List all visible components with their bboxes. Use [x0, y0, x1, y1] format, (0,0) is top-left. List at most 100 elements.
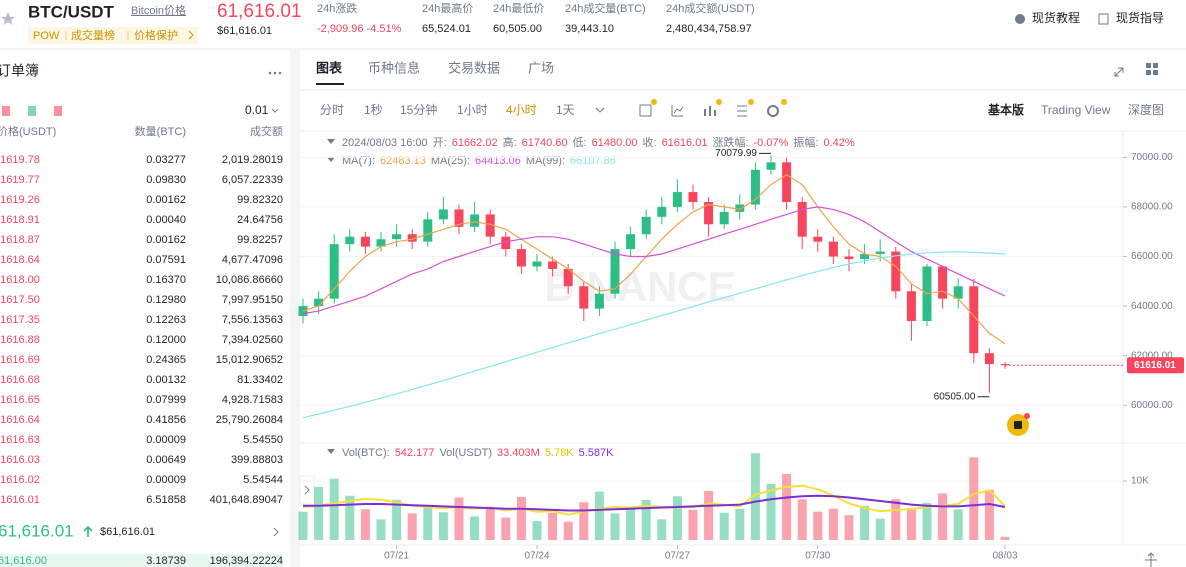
- ask-total: 25,790.26084: [216, 414, 283, 426]
- candle-body: [594, 293, 604, 309]
- precision[interactable]: 0.01: [245, 103, 269, 117]
- square: [1153, 70, 1158, 75]
- volume-bar: [470, 516, 480, 540]
- interval[interactable]: 1秒: [364, 103, 383, 117]
- ask-amount: 0.12000: [146, 334, 186, 346]
- more-menu[interactable]: [268, 71, 282, 75]
- view-bids-icon[interactable]: [28, 106, 36, 116]
- candle-body: [360, 236, 370, 247]
- volume-bar: [688, 509, 698, 540]
- volume-bar: [813, 511, 823, 540]
- fullscreen-icon[interactable]: [1114, 67, 1124, 78]
- x-tick-label: 07/30: [805, 551, 830, 562]
- ask-total: 7,394.02560: [222, 334, 283, 346]
- guide-icon[interactable]: [1098, 13, 1109, 25]
- volume-ma-line: [303, 494, 1006, 512]
- ask-amount: 0.00040: [146, 214, 186, 226]
- ask-price: 61616.63: [0, 434, 40, 446]
- view-option[interactable]: 深度图: [1128, 102, 1164, 117]
- more-chevron[interactable]: [273, 527, 279, 537]
- ma-legend-name: MA(7):: [342, 155, 375, 167]
- tool-icon[interactable]: [671, 105, 684, 117]
- precision-dropdown[interactable]: [271, 108, 279, 113]
- header-link[interactable]: 现货指导: [1116, 10, 1164, 25]
- header-link[interactable]: 现货教程: [1032, 10, 1080, 25]
- view-option[interactable]: Trading View: [1041, 103, 1111, 117]
- tab[interactable]: 币种信息: [368, 60, 420, 75]
- view-both-icon[interactable]: [2, 106, 10, 116]
- ask-amount: 6.51858: [146, 494, 186, 506]
- volume-bar: [626, 509, 636, 540]
- ask-total: 399.88803: [231, 454, 283, 466]
- collapse-toggle[interactable]: [327, 449, 335, 454]
- volume-bar: [844, 515, 854, 540]
- tutorial-icon[interactable]: [1015, 14, 1025, 24]
- candle-body: [329, 244, 339, 299]
- interval[interactable]: 分时: [320, 103, 344, 117]
- candle-body: [454, 209, 464, 227]
- ask-price: 61617.35: [0, 314, 40, 326]
- interval[interactable]: 1天: [556, 103, 575, 117]
- candle-body: [376, 239, 386, 247]
- tool-dot: [781, 99, 787, 105]
- candle-body: [610, 249, 620, 294]
- ask-total: 7,556.13563: [222, 314, 283, 326]
- view-asks-icon[interactable]: [54, 106, 62, 116]
- candle-body: [719, 211, 729, 225]
- tag[interactable]: 成交量榜: [71, 28, 115, 42]
- candle-body: [766, 162, 776, 170]
- square: [1146, 70, 1151, 75]
- name-link[interactable]: Bitcoin价格: [131, 3, 186, 17]
- ask-amount: 0.07591: [146, 254, 186, 266]
- volume-bar: [797, 499, 807, 540]
- ask-amount: 0.09830: [146, 174, 186, 186]
- last-price-tag-label: 61616.01: [1134, 360, 1176, 371]
- ask-amount: 0.24365: [146, 354, 186, 366]
- candle-body: [563, 268, 573, 287]
- ask-price: 61616.68: [0, 374, 40, 386]
- candle-body: [392, 234, 402, 240]
- interval[interactable]: 1小时: [457, 103, 488, 117]
- tool-icon[interactable]: [737, 105, 747, 117]
- orderbook-bg: [0, 50, 290, 567]
- volume-bar: [392, 499, 402, 540]
- ohlc-time: 2024/08/03 16:00: [342, 137, 428, 149]
- layout-icon[interactable]: [1146, 63, 1158, 75]
- tool-icon[interactable]: [639, 104, 652, 117]
- volume-bar: [719, 512, 729, 540]
- side-toggle[interactable]: [299, 475, 315, 505]
- collapse-toggle[interactable]: [327, 157, 335, 162]
- settings-icon[interactable]: [767, 105, 779, 117]
- ask-price: 61616.03: [0, 454, 40, 466]
- ask-total: 4,928.71583: [222, 394, 283, 406]
- candle-body: [750, 169, 760, 205]
- interval[interactable]: 4小时: [506, 103, 537, 117]
- ask-total: 4,677.47096: [222, 254, 283, 266]
- last-price-usd: $61,616.01: [217, 25, 272, 37]
- interval[interactable]: 15分钟: [400, 102, 437, 117]
- tag[interactable]: POW: [33, 30, 60, 42]
- ask-total: 24.64756: [237, 214, 283, 226]
- dot: [268, 71, 272, 75]
- volume-bar: [594, 491, 604, 540]
- tag-chevron[interactable]: [188, 30, 194, 40]
- view-option[interactable]: 基本版: [987, 102, 1024, 117]
- tag[interactable]: 价格保护: [134, 28, 178, 42]
- axis-reset-icon[interactable]: [1145, 552, 1157, 567]
- candle-body: [860, 254, 870, 260]
- collapse-toggle[interactable]: [327, 139, 335, 144]
- assistant-icon: [1014, 421, 1022, 429]
- interval-dropdown[interactable]: [595, 107, 605, 113]
- candle-body: [969, 286, 979, 354]
- stat-label: 24h成交额(USDT): [666, 1, 755, 15]
- tool-icon[interactable]: [704, 106, 716, 116]
- ma-line: [302, 206, 1006, 315]
- bid-total: 196,394.22224: [210, 555, 283, 567]
- chart-panel-bg: [300, 50, 1186, 567]
- favorite-star[interactable]: [1, 12, 15, 25]
- tab[interactable]: 交易数据: [448, 60, 500, 75]
- tab[interactable]: 图表: [316, 60, 343, 75]
- tab[interactable]: 广场: [528, 60, 554, 75]
- candle-body: [938, 266, 948, 299]
- candle-body: [875, 251, 885, 255]
